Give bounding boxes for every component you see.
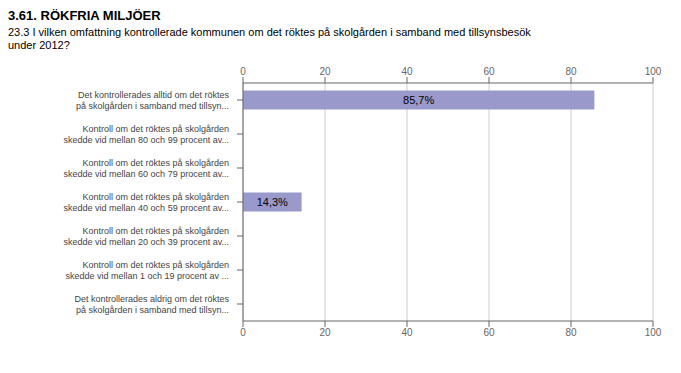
svg-text:Kontroll om det röktes på skol: Kontroll om det röktes på skolgårdensked… [64,158,229,179]
svg-text:100: 100 [645,66,662,77]
svg-text:20: 20 [319,327,331,338]
svg-text:100: 100 [645,327,662,338]
svg-text:60: 60 [483,66,495,77]
svg-text:80: 80 [565,66,577,77]
svg-text:Det kontrollerades aldrig om d: Det kontrollerades aldrig om det röktesp… [74,294,229,315]
svg-text:0: 0 [240,327,246,338]
svg-text:Kontroll om det röktes på skol: Kontroll om det röktes på skolgårdensked… [64,192,229,213]
svg-text:Kontroll om det röktes på skol: Kontroll om det röktes på skolgårdensked… [64,226,229,247]
html-text:3.61. RÖKFRIA MILJÖER: 3.61. RÖKFRIA MILJÖER [8,8,161,23]
svg-text:60: 60 [483,327,495,338]
svg-text:80: 80 [565,327,577,338]
svg-text:0: 0 [240,66,246,77]
html-text:23.3 I vilken omfattning kontr: 23.3 I vilken omfattning kontrollerade k… [8,26,531,51]
svg-text:40: 40 [401,66,413,77]
svg-text:Kontroll om det röktes på skol: Kontroll om det röktes på skolgårdensked… [64,124,229,145]
svg-text:40: 40 [401,327,413,338]
svg-text:Kontroll om det röktes på skol: Kontroll om det röktes på skolgårdensked… [65,260,229,281]
svg-text:14,3%: 14,3% [257,196,288,208]
svg-text:85,7%: 85,7% [403,94,434,106]
svg-text:Det kontrollerades alltid om d: Det kontrollerades alltid om det röktesp… [76,90,230,111]
svg-text:20: 20 [319,66,331,77]
